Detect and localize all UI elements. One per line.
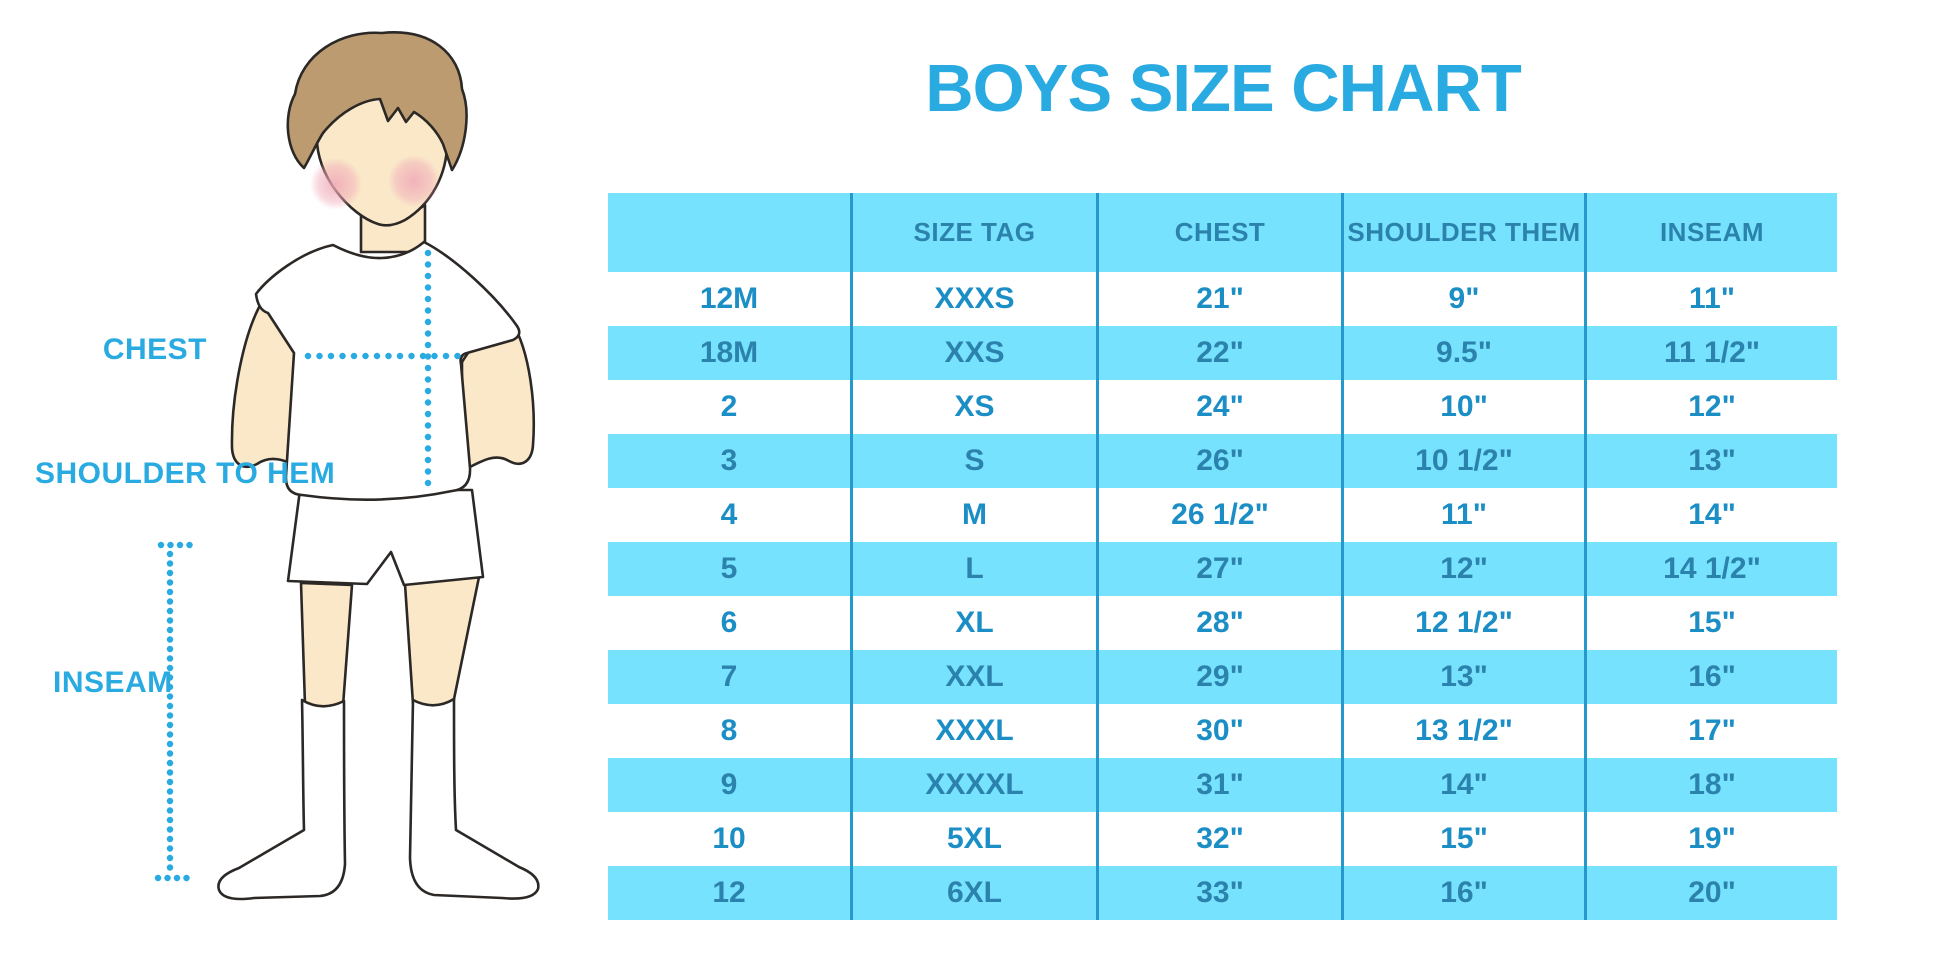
- cell-shoulder: 13 1/2": [1344, 704, 1587, 758]
- left-cheek: [310, 158, 362, 210]
- column-header-chest: CHEST: [1099, 193, 1344, 272]
- boy-illustration: [154, 31, 540, 901]
- cell-tag: L: [853, 542, 1099, 596]
- cell-inseam: 14": [1688, 498, 1736, 531]
- cell-shoulder: 10 1/2": [1344, 434, 1587, 488]
- column-header-size-tag: SIZE TAG: [853, 193, 1099, 272]
- table-row: 8 XXXL 30" 13 1/2" 17": [608, 704, 1837, 758]
- size-chart-table: SIZE TAG CHEST SHOULDER THEM INSEAM 12M …: [608, 193, 1837, 920]
- table-row: 9 XXXXL 31" 14" 18": [608, 758, 1837, 812]
- page-title: BOYS SIZE CHART: [925, 51, 1522, 126]
- cell-chest: 26 1/2": [1099, 488, 1344, 542]
- cell-inseam: 16": [1688, 660, 1736, 693]
- right-cheek: [388, 155, 440, 207]
- shirt: [254, 240, 521, 501]
- cell-shoulder: 11": [1344, 488, 1587, 542]
- column-header-blank: [608, 193, 853, 272]
- cell-chest: 24": [1099, 380, 1344, 434]
- cell-size: 10: [608, 812, 853, 866]
- table-row: 10 5XL 32" 15" 19": [608, 812, 1837, 866]
- cell-chest: 22": [1099, 326, 1344, 380]
- cell-inseam: 17": [1688, 714, 1736, 747]
- cell-inseam: 11": [1689, 282, 1735, 315]
- measurement-figure: CHEST SHOULDER TO HEM INSEAM: [0, 0, 600, 973]
- cell-chest: 27": [1099, 542, 1344, 596]
- cell-tag: XS: [853, 380, 1099, 434]
- shorts: [286, 488, 485, 587]
- cell-chest: 32": [1099, 812, 1344, 866]
- hair: [286, 31, 468, 172]
- cell-size: 5: [608, 542, 853, 596]
- cell-chest: 21": [1099, 272, 1344, 326]
- cell-chest: 28": [1099, 596, 1344, 650]
- cell-tag: XXXL: [853, 704, 1099, 758]
- cell-tag: XXXS: [853, 272, 1099, 326]
- cell-chest: 30": [1099, 704, 1344, 758]
- cell-shoulder: 16": [1344, 866, 1587, 920]
- cell-size: 7: [608, 650, 853, 704]
- cell-size: 6: [608, 596, 853, 650]
- cell-size: 9: [608, 758, 853, 812]
- cell-shoulder: 9.5": [1344, 326, 1587, 380]
- cell-size: 2: [608, 380, 853, 434]
- cell-inseam: 20": [1688, 876, 1736, 909]
- inseam-label: INSEAM: [53, 666, 173, 699]
- cell-size: 18M: [608, 326, 853, 380]
- cell-shoulder: 12": [1344, 542, 1587, 596]
- cell-size: 8: [608, 704, 853, 758]
- cell-tag: XXXXL: [853, 758, 1099, 812]
- column-header-inseam: INSEAM: [1659, 217, 1765, 247]
- table-row: 5 L 27" 12" 14 1/2": [608, 542, 1837, 596]
- cell-shoulder: 15": [1344, 812, 1587, 866]
- cell-chest: 26": [1099, 434, 1344, 488]
- cell-tag: XXS: [853, 326, 1099, 380]
- cell-size: 3: [608, 434, 853, 488]
- measure-lines: [154, 249, 466, 882]
- cell-size: 12: [608, 866, 853, 920]
- column-header-shoulder-to-hem: SHOULDER THEM: [1344, 193, 1587, 272]
- cell-shoulder: 12 1/2": [1344, 596, 1587, 650]
- shoulder-to-hem-label: SHOULDER TO HEM: [35, 457, 336, 490]
- table-row: 4 M 26 1/2" 11" 14": [608, 488, 1837, 542]
- cell-inseam: 15": [1688, 606, 1736, 639]
- cell-inseam: 19": [1688, 822, 1736, 855]
- left-sock: [217, 698, 347, 901]
- cell-chest: 31": [1099, 758, 1344, 812]
- right-leg: [403, 575, 481, 711]
- cell-tag: S: [853, 434, 1099, 488]
- cell-tag: XL: [853, 596, 1099, 650]
- cell-shoulder: 10": [1344, 380, 1587, 434]
- table-row: 7 XXL 29" 13" 16": [608, 650, 1837, 704]
- cell-inseam: 18": [1688, 768, 1736, 801]
- cell-tag: M: [853, 488, 1099, 542]
- cell-shoulder: 9": [1344, 272, 1587, 326]
- cell-shoulder: 13": [1344, 650, 1587, 704]
- table-row: 6 XL 28" 12 1/2" 15": [608, 596, 1837, 650]
- cell-chest: 29": [1099, 650, 1344, 704]
- cell-inseam: 13": [1688, 444, 1736, 477]
- table-row: 3 S 26" 10 1/2" 13": [608, 434, 1837, 488]
- cell-chest: 33": [1099, 866, 1344, 920]
- cell-shoulder: 14": [1344, 758, 1587, 812]
- cell-tag: XXL: [853, 650, 1099, 704]
- table-row: 2 XS 24" 10" 12": [608, 380, 1837, 434]
- left-leg: [299, 581, 354, 713]
- right-sock: [408, 697, 540, 900]
- cell-size: 12M: [608, 272, 853, 326]
- table-row: 12M XXXS 21" 9" 11": [608, 272, 1837, 326]
- cell-tag: 5XL: [853, 812, 1099, 866]
- cell-inseam: 12": [1688, 390, 1736, 423]
- cell-inseam: 11 1/2": [1664, 336, 1760, 369]
- chest-label: CHEST: [102, 333, 207, 366]
- table-row: 18M XXS 22" 9.5" 11 1/2": [608, 326, 1837, 380]
- cell-size: 4: [608, 488, 853, 542]
- cell-tag: 6XL: [853, 866, 1099, 920]
- table-header-row: SIZE TAG CHEST SHOULDER THEM INSEAM: [608, 193, 1837, 272]
- cell-inseam: 14 1/2": [1663, 552, 1761, 585]
- table-row: 12 6XL 33" 16" 20": [608, 866, 1837, 920]
